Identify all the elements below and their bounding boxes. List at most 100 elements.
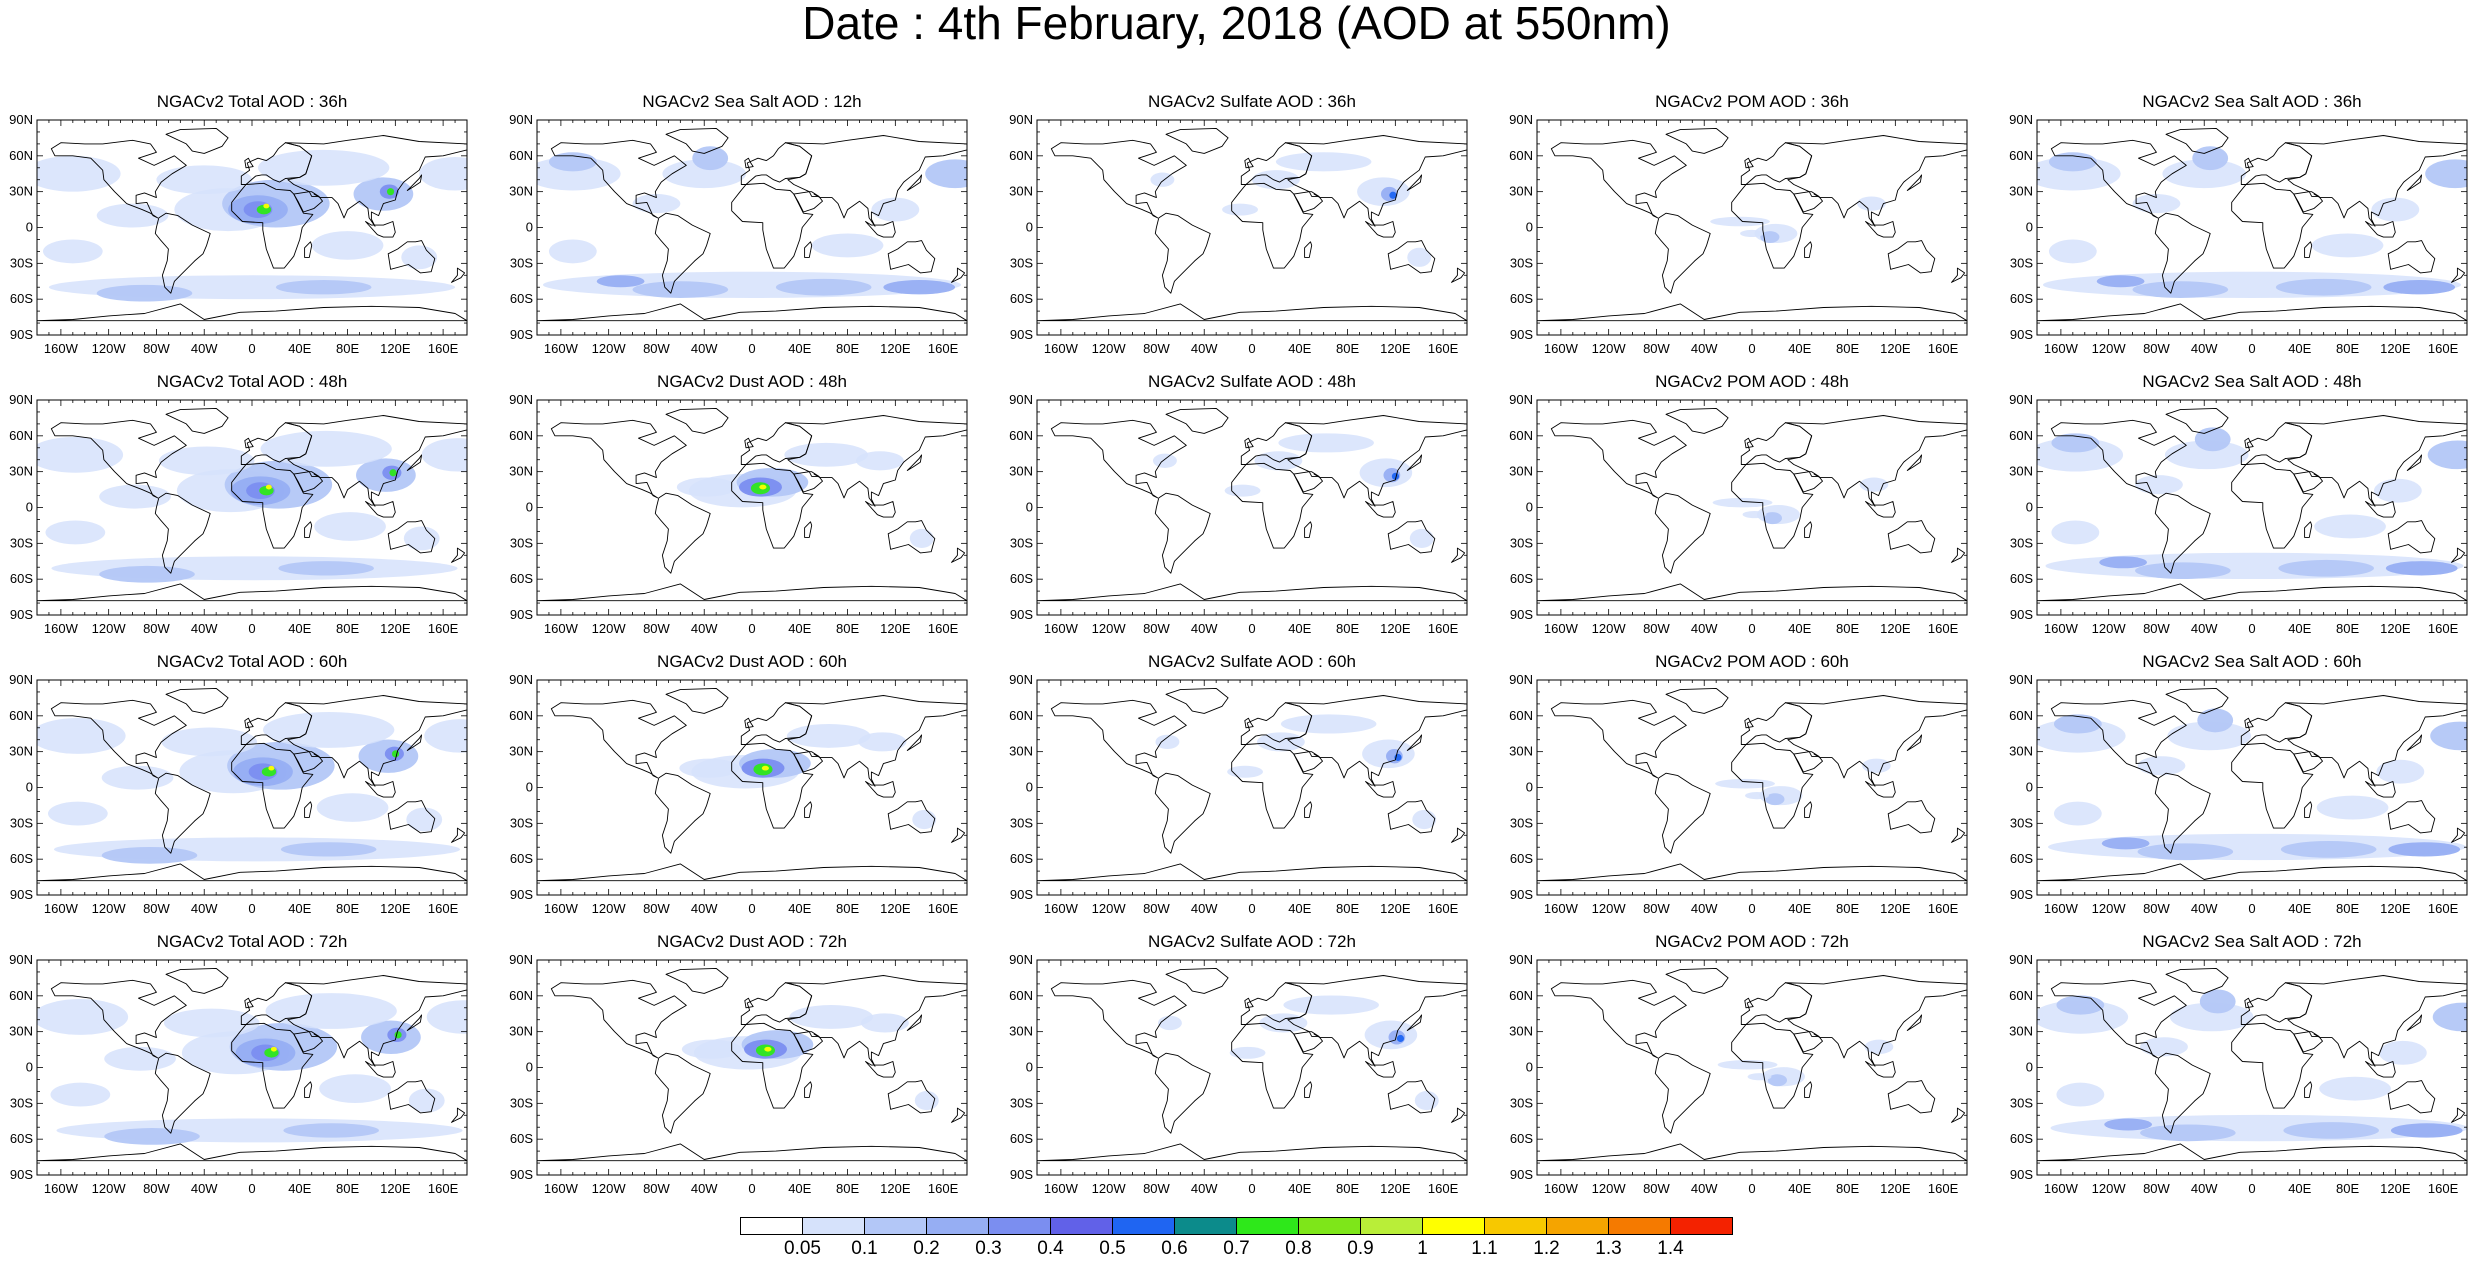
lat-tick-label: 90S xyxy=(1510,887,1533,902)
coastline xyxy=(784,975,967,1067)
coastline xyxy=(2165,967,2229,994)
map-panel: NGACv2 POM AOD : 36h 90N 60N 30N 0 30S 60S 90S 1… xyxy=(1497,92,1997,367)
world-map: 90N 60N 30N 0 30S 60S 90S 160W 120W 80W 40W 0 40E 80E… xyxy=(1509,952,1968,1196)
coastline xyxy=(1154,212,1211,294)
aod-region xyxy=(37,717,126,754)
colorbar-label: 1.1 xyxy=(1471,1238,1497,1257)
lon-tick-label: 40W xyxy=(1191,901,1218,916)
aod-region xyxy=(2199,989,2236,1014)
coastline xyxy=(654,772,711,854)
coastline xyxy=(1284,975,1467,1067)
lon-tick-label: 160E xyxy=(1428,341,1459,356)
coastline xyxy=(1365,501,1396,518)
coastline xyxy=(1744,717,1754,729)
coastline xyxy=(731,742,814,829)
lat-tick-label: 90S xyxy=(510,887,533,902)
lon-tick-label: 40W xyxy=(1691,341,1718,356)
coastline xyxy=(2293,1031,2323,1053)
coastline xyxy=(887,1080,936,1114)
colorbar-label: 0.4 xyxy=(1037,1238,1064,1257)
coastline xyxy=(1793,471,1823,493)
lat-tick-label: 30S xyxy=(10,535,33,550)
panel-title: NGACv2 Sulfate AOD : 60h xyxy=(1148,652,1356,671)
lat-tick-label: 90S xyxy=(510,607,533,622)
lat-tick-label: 0 xyxy=(1526,220,1533,235)
aod-region xyxy=(1389,191,1397,199)
lon-tick-label: 0 xyxy=(2248,901,2255,916)
lon-tick-label: 80E xyxy=(1836,1181,1859,1196)
coastline xyxy=(1550,979,1687,1059)
aod-region xyxy=(104,1046,176,1071)
world-map: 90N 60N 30N 0 30S 60S 90S 160W 120W 80W 40W 0 40E 80E… xyxy=(2009,112,2468,356)
lon-tick-label: 40W xyxy=(191,621,218,636)
lon-tick-label: 40E xyxy=(788,341,811,356)
lat-tick-label: 90S xyxy=(10,887,33,902)
aod-region xyxy=(1862,758,1891,773)
lon-tick-label: 160E xyxy=(1928,901,1959,916)
colorbar-label: 0.7 xyxy=(1223,1238,1249,1257)
lat-tick-label: 90S xyxy=(10,607,33,622)
lat-tick-label: 60N xyxy=(9,708,33,723)
lon-tick-label: 160W xyxy=(2044,1181,2079,1196)
lat-tick-label: 60N xyxy=(9,428,33,443)
lon-tick-label: 40E xyxy=(1288,341,1311,356)
lon-tick-label: 160W xyxy=(544,1181,579,1196)
lon-tick-label: 120E xyxy=(2380,341,2411,356)
coastline xyxy=(1804,801,1813,818)
lat-tick-label: 0 xyxy=(2026,1060,2033,1075)
coastline xyxy=(304,241,313,258)
map-frame xyxy=(1536,399,1968,616)
lon-tick-label: 120E xyxy=(1380,1181,1411,1196)
coastline xyxy=(1284,415,1467,507)
coastline xyxy=(1154,1052,1211,1134)
coastline xyxy=(451,547,466,563)
coastline xyxy=(1951,827,1966,843)
coastline xyxy=(284,415,467,507)
lat-tick-label: 60S xyxy=(1010,851,1033,866)
coastline xyxy=(784,695,967,787)
coastline xyxy=(1804,521,1813,538)
aod-region xyxy=(2169,1002,2254,1032)
aod-region xyxy=(2388,842,2461,857)
lon-tick-label: 160W xyxy=(544,341,579,356)
lon-tick-label: 160E xyxy=(928,1181,959,1196)
coastline xyxy=(1365,781,1396,798)
aod-region xyxy=(1275,152,1372,172)
map-panel: NGACv2 Total AOD : 60h 90N 60N 30N 0 30S 60S 90… xyxy=(0,652,497,927)
lon-tick-label: 120E xyxy=(1380,621,1411,636)
lon-tick-label: 80E xyxy=(336,1181,359,1196)
aod-region xyxy=(1407,247,1432,267)
panel-title: NGACv2 Sulfate AOD : 48h xyxy=(1148,372,1356,391)
coastline xyxy=(304,801,313,818)
aod-region xyxy=(2280,841,2377,858)
coastline xyxy=(2154,772,2211,854)
aod-region xyxy=(158,446,255,476)
aod-region xyxy=(104,1128,200,1145)
aod-region xyxy=(2096,275,2145,288)
aod-region xyxy=(861,1013,909,1033)
coastline xyxy=(2154,1052,2211,1134)
aod-region xyxy=(270,1046,277,1052)
lat-tick-label: 30S xyxy=(10,255,33,270)
coastline xyxy=(1165,967,1229,994)
coastline xyxy=(1865,781,1896,798)
lat-tick-label: 90S xyxy=(1010,887,1033,902)
aod-region xyxy=(1762,512,1782,525)
coastline xyxy=(2244,157,2254,169)
map-panel: NGACv2 Sea Salt AOD : 72h 90N 60N 30N 0 30S 60… xyxy=(1997,932,2473,1207)
coastline xyxy=(1887,240,1936,274)
lat-tick-label: 30S xyxy=(10,815,33,830)
lon-tick-label: 120E xyxy=(880,1181,911,1196)
lat-tick-label: 60S xyxy=(10,291,33,306)
aod-region xyxy=(156,165,252,195)
coastline xyxy=(1550,419,1687,499)
colorbar-label: 0.9 xyxy=(1347,1238,1373,1257)
lat-tick-label: 0 xyxy=(1026,220,1033,235)
coastline xyxy=(951,1107,966,1123)
lon-tick-label: 160E xyxy=(428,1181,459,1196)
map-panel: NGACv2 Total AOD : 36h 90N 60N 30N 0 30S 60S 90… xyxy=(0,92,497,367)
aod-region xyxy=(2137,756,2186,776)
aod-region xyxy=(764,1046,772,1052)
coastline xyxy=(654,492,711,574)
lon-tick-label: 80E xyxy=(2336,901,2359,916)
